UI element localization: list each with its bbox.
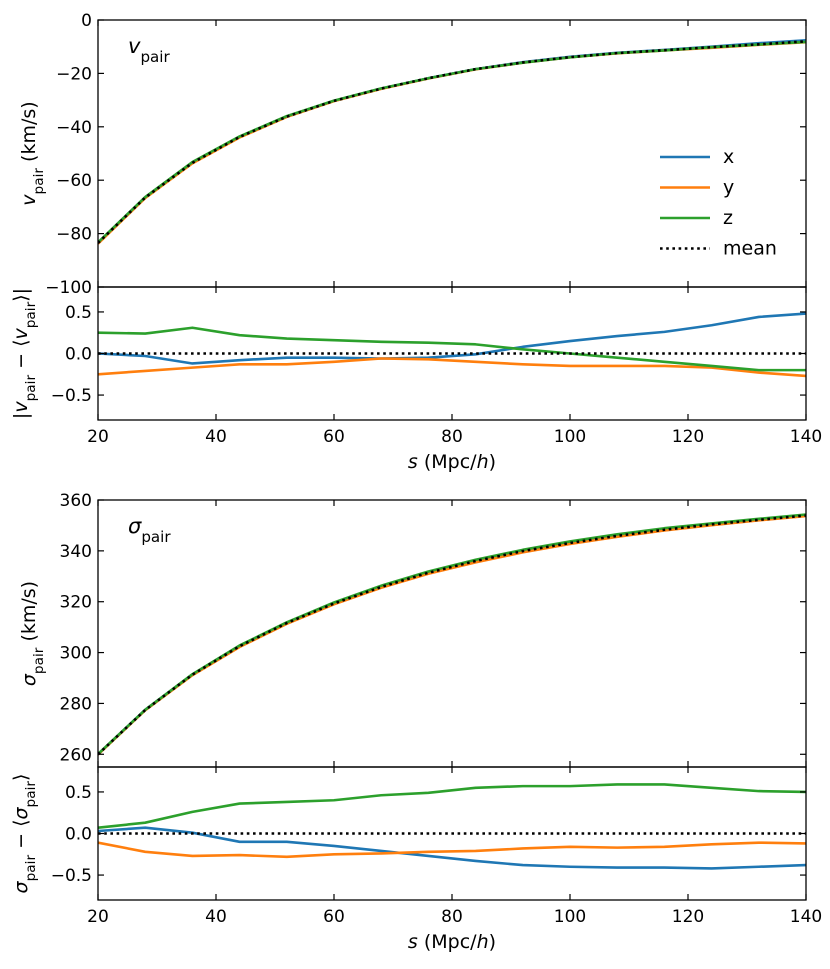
legend-label-mean: mean <box>723 238 777 260</box>
x-axis-label: s (Mpc/h) <box>408 451 496 473</box>
panel-label: vpair <box>128 34 170 66</box>
x-tick-label: 20 <box>87 427 109 447</box>
y-tick-label: −80 <box>56 225 92 245</box>
y-tick-label: −0.5 <box>51 866 92 886</box>
axes-frame <box>97 499 807 768</box>
x-tick-label: 100 <box>554 427 586 447</box>
series-line-x <box>98 38 806 244</box>
panel-label: σpair <box>128 514 171 546</box>
series-group <box>98 513 806 756</box>
y-tick-label: 0.0 <box>65 825 92 845</box>
y-tick-label: −20 <box>56 64 92 84</box>
series-line-z <box>98 40 806 244</box>
y-axis-label: σpair − ⟨σpair⟩ <box>10 774 39 894</box>
y-tick-label: −40 <box>56 118 92 138</box>
y-tick-label: 0 <box>81 11 92 31</box>
legend-label-z: z <box>723 207 733 229</box>
y-tick-label: 320 <box>60 593 92 613</box>
x-tick-label: 60 <box>323 907 345 927</box>
y-axis-label: vpair (km/s) <box>18 101 47 205</box>
x-tick-label: 120 <box>672 427 704 447</box>
panel-vpair: 0 −20 −40 −60 −80 −100 vpair (km/s) vpair xyz mea… <box>18 11 807 298</box>
y-tick-label: −0.5 <box>51 386 92 406</box>
x-tick-label: 60 <box>323 427 345 447</box>
x-tick-label: 40 <box>205 427 227 447</box>
y-tick-label: 300 <box>60 644 92 664</box>
y-tick-label: 260 <box>60 745 92 765</box>
y-tick-label: −100 <box>45 278 92 298</box>
series-line-z <box>98 783 806 829</box>
x-axis-label: s (Mpc/h) <box>408 931 496 953</box>
series-line-z <box>98 513 806 755</box>
series-line-x <box>98 312 806 365</box>
series-line-y <box>98 514 806 756</box>
series-line-y <box>98 357 806 378</box>
series-line-x <box>98 826 806 870</box>
x-tick-label: 120 <box>672 907 704 927</box>
y-tick-label: 0.0 <box>65 345 92 365</box>
series-line-y <box>98 841 806 859</box>
panel-sigmapair-resid: 0.5 0.0 −0.5 20 40 60 80 100 120 140 s (Mpc/h) σpai… <box>10 766 822 953</box>
x-tick-label: 100 <box>554 907 586 927</box>
y-tick-label: 360 <box>60 491 92 511</box>
y-tick-label: 280 <box>60 694 92 714</box>
y-axis-label: σpair (km/s) <box>18 581 47 686</box>
legend-label-x: x <box>723 146 734 168</box>
x-tick-label: 140 <box>790 427 822 447</box>
axes-frame <box>97 19 807 288</box>
x-tick-label: 20 <box>87 907 109 927</box>
y-tick-label: −60 <box>56 171 92 191</box>
y-tick-label: 0.5 <box>65 303 92 323</box>
x-tick-label: 80 <box>441 427 463 447</box>
series-line-z <box>98 326 806 372</box>
panel-vpair-resid: 0.5 0.0 −0.5 20 40 60 80 100 120 140 s (Mpc/h) |vpa… <box>10 286 822 473</box>
y-tick-label: 340 <box>60 542 92 562</box>
y-tick-label: 0.5 <box>65 783 92 803</box>
x-tick-label: 140 <box>790 907 822 927</box>
series-line-mean <box>98 40 806 244</box>
series-group <box>98 38 806 245</box>
legend: xyz mean <box>660 146 777 260</box>
x-tick-label: 40 <box>205 907 227 927</box>
x-tick-label: 80 <box>441 907 463 927</box>
series-group <box>98 312 806 378</box>
legend-label-y: y <box>723 177 734 199</box>
series-line-mean <box>98 514 806 756</box>
panel-sigmapair: 260 280 300 320 340 360 σpair (km/s) σpair <box>18 491 807 768</box>
series-group <box>98 783 806 870</box>
y-axis-label: |vpair − ⟨vpair⟩| <box>10 288 39 419</box>
series-line-x <box>98 514 806 756</box>
